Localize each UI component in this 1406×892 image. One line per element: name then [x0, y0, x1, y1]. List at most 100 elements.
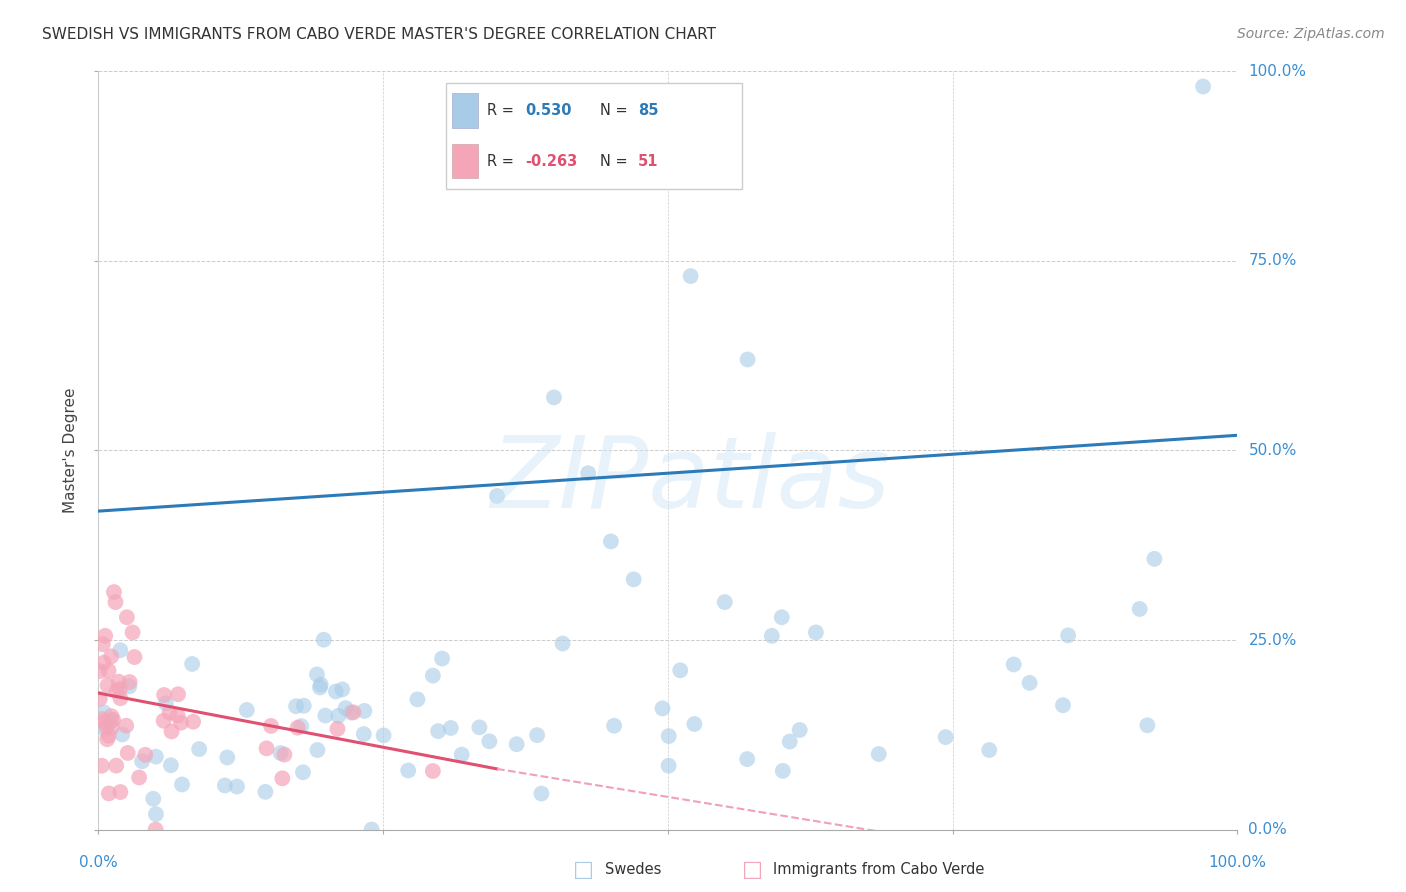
Text: 0.0%: 0.0%	[79, 855, 118, 870]
Text: ZIPatlas: ZIPatlas	[491, 433, 890, 529]
Point	[603, 719, 626, 733]
Text: 100.0%: 100.0%	[1208, 855, 1267, 870]
Text: □: □	[574, 860, 593, 880]
Point	[236, 703, 259, 717]
Point	[256, 741, 278, 756]
Point	[406, 692, 429, 706]
Point	[360, 822, 382, 837]
Text: Immigrants from Cabo Verde: Immigrants from Cabo Verde	[773, 863, 984, 877]
Point	[97, 786, 120, 800]
Point	[134, 747, 156, 762]
Point	[737, 352, 759, 367]
Point	[669, 663, 692, 677]
Point	[1018, 676, 1040, 690]
Point	[155, 696, 177, 710]
Point	[714, 595, 737, 609]
Point	[271, 772, 294, 786]
Text: 75.0%: 75.0%	[1249, 253, 1296, 268]
Y-axis label: Master's Degree: Master's Degree	[63, 388, 79, 513]
Point	[100, 649, 122, 664]
Point	[291, 765, 314, 780]
Point	[1129, 602, 1152, 616]
Point	[115, 610, 138, 624]
Text: 50.0%: 50.0%	[1249, 443, 1296, 458]
Point	[110, 691, 132, 706]
Point	[658, 729, 681, 743]
Point	[100, 709, 122, 723]
Point	[326, 722, 349, 736]
Point	[468, 720, 491, 734]
Point	[309, 678, 332, 692]
Point	[314, 708, 336, 723]
Point	[292, 698, 315, 713]
Point	[340, 706, 363, 720]
Point	[145, 807, 167, 822]
Point	[779, 734, 801, 748]
Point	[772, 764, 794, 778]
Point	[142, 792, 165, 806]
Point	[93, 722, 115, 736]
Point	[128, 771, 150, 785]
Point	[170, 715, 193, 730]
Point	[101, 713, 124, 727]
Point	[103, 585, 125, 599]
Point	[145, 749, 167, 764]
Point	[105, 684, 128, 698]
Point	[1143, 552, 1166, 566]
Point	[96, 732, 118, 747]
Point	[342, 706, 364, 720]
Point	[91, 637, 114, 651]
Point	[505, 737, 527, 751]
Point	[188, 742, 211, 756]
Point	[551, 636, 574, 650]
Point	[96, 720, 118, 734]
Point	[159, 706, 181, 720]
Point	[979, 743, 1001, 757]
Point	[94, 715, 117, 730]
Point	[110, 785, 132, 799]
Point	[260, 719, 283, 733]
Point	[328, 708, 350, 723]
Point	[868, 747, 890, 761]
Point	[486, 489, 509, 503]
Point	[1136, 718, 1159, 732]
Point	[683, 717, 706, 731]
Point	[108, 682, 131, 697]
Point	[422, 764, 444, 778]
Point	[181, 714, 204, 729]
Point	[181, 657, 204, 671]
Point	[118, 679, 141, 693]
Point	[170, 777, 193, 791]
Text: SWEDISH VS IMMIGRANTS FROM CABO VERDE MASTER'S DEGREE CORRELATION CHART: SWEDISH VS IMMIGRANTS FROM CABO VERDE MA…	[42, 27, 716, 42]
Point	[115, 719, 138, 733]
Point	[226, 780, 249, 794]
Point	[450, 747, 472, 762]
Point	[422, 668, 444, 682]
Text: □: □	[742, 860, 762, 880]
Point	[305, 667, 328, 681]
Point	[100, 721, 122, 735]
Point	[93, 706, 115, 720]
Point	[335, 701, 357, 715]
Point	[217, 750, 239, 764]
Point	[543, 391, 565, 405]
Point	[770, 610, 793, 624]
Point	[121, 625, 143, 640]
Point	[325, 684, 347, 698]
Text: Source: ZipAtlas.com: Source: ZipAtlas.com	[1237, 27, 1385, 41]
Point	[166, 708, 188, 723]
Point	[526, 728, 548, 742]
Point	[530, 787, 553, 801]
Point	[94, 629, 117, 643]
Point	[353, 704, 375, 718]
Point	[285, 699, 308, 714]
Point	[396, 764, 419, 778]
Point	[651, 701, 673, 715]
Point	[93, 656, 115, 670]
Text: 25.0%: 25.0%	[1249, 632, 1296, 648]
Point	[90, 712, 112, 726]
Point	[735, 752, 758, 766]
Point	[761, 629, 783, 643]
Point	[287, 721, 309, 735]
Text: 100.0%: 100.0%	[1249, 64, 1306, 78]
